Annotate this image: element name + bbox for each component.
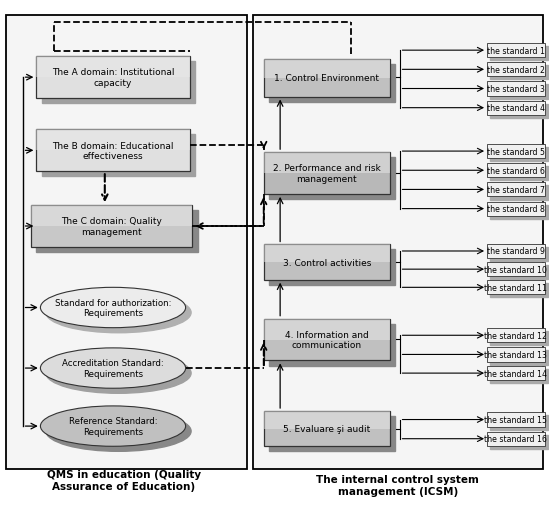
FancyBboxPatch shape bbox=[264, 319, 390, 361]
Text: 1. Control Environment: 1. Control Environment bbox=[274, 74, 379, 83]
FancyBboxPatch shape bbox=[490, 105, 548, 119]
FancyBboxPatch shape bbox=[6, 16, 248, 469]
FancyBboxPatch shape bbox=[264, 245, 390, 263]
Text: the standard 3: the standard 3 bbox=[487, 85, 544, 94]
FancyBboxPatch shape bbox=[269, 158, 395, 199]
Text: Standard for authorization:
Requirements: Standard for authorization: Requirements bbox=[55, 298, 171, 318]
FancyBboxPatch shape bbox=[487, 413, 544, 427]
Text: the standard 9: the standard 9 bbox=[487, 247, 544, 256]
FancyBboxPatch shape bbox=[264, 245, 390, 280]
Ellipse shape bbox=[41, 348, 185, 388]
FancyBboxPatch shape bbox=[490, 350, 548, 365]
FancyBboxPatch shape bbox=[264, 60, 390, 97]
FancyBboxPatch shape bbox=[490, 266, 548, 280]
Ellipse shape bbox=[41, 288, 185, 328]
FancyBboxPatch shape bbox=[490, 167, 548, 181]
FancyBboxPatch shape bbox=[42, 62, 195, 104]
FancyBboxPatch shape bbox=[490, 47, 548, 61]
FancyBboxPatch shape bbox=[490, 186, 548, 200]
FancyBboxPatch shape bbox=[264, 60, 390, 78]
Text: Accreditation Standard:
Requirements: Accreditation Standard: Requirements bbox=[62, 359, 164, 378]
Text: The A domain: Institutional
capacity: The A domain: Institutional capacity bbox=[52, 68, 174, 88]
Ellipse shape bbox=[46, 411, 191, 451]
FancyBboxPatch shape bbox=[269, 250, 395, 285]
Text: the standard 6: the standard 6 bbox=[487, 167, 544, 175]
FancyBboxPatch shape bbox=[269, 65, 395, 103]
FancyBboxPatch shape bbox=[269, 324, 395, 366]
FancyBboxPatch shape bbox=[487, 329, 544, 343]
Text: the standard 13: the standard 13 bbox=[485, 350, 547, 359]
FancyBboxPatch shape bbox=[490, 66, 548, 80]
FancyBboxPatch shape bbox=[31, 206, 193, 247]
FancyBboxPatch shape bbox=[487, 82, 544, 96]
Text: the standard 7: the standard 7 bbox=[487, 185, 544, 194]
FancyBboxPatch shape bbox=[264, 411, 390, 429]
Text: QMS in education (Quality
Assurance of Education): QMS in education (Quality Assurance of E… bbox=[47, 469, 201, 491]
FancyBboxPatch shape bbox=[487, 63, 544, 77]
FancyBboxPatch shape bbox=[490, 435, 548, 449]
Text: the standard 4: the standard 4 bbox=[487, 104, 545, 113]
Text: The B domain: Educational
effectiveness: The B domain: Educational effectiveness bbox=[52, 141, 174, 161]
FancyBboxPatch shape bbox=[487, 102, 544, 116]
FancyBboxPatch shape bbox=[253, 16, 543, 469]
FancyBboxPatch shape bbox=[269, 416, 395, 451]
Ellipse shape bbox=[46, 353, 191, 393]
Text: the standard 14: the standard 14 bbox=[485, 369, 547, 378]
FancyBboxPatch shape bbox=[264, 411, 390, 446]
FancyBboxPatch shape bbox=[487, 281, 544, 295]
FancyBboxPatch shape bbox=[36, 57, 190, 99]
FancyBboxPatch shape bbox=[490, 205, 548, 219]
FancyBboxPatch shape bbox=[36, 57, 190, 78]
FancyBboxPatch shape bbox=[487, 366, 544, 380]
FancyBboxPatch shape bbox=[36, 130, 190, 151]
Text: The internal control system
management (ICSM): The internal control system management (… bbox=[316, 474, 480, 496]
FancyBboxPatch shape bbox=[487, 263, 544, 277]
Text: the standard 2: the standard 2 bbox=[487, 66, 544, 75]
FancyBboxPatch shape bbox=[490, 284, 548, 298]
FancyBboxPatch shape bbox=[490, 85, 548, 99]
Text: the standard 16: the standard 16 bbox=[485, 434, 547, 443]
FancyBboxPatch shape bbox=[31, 206, 193, 227]
Text: The C domain: Quality
management: The C domain: Quality management bbox=[61, 217, 162, 236]
Text: the standard 5: the standard 5 bbox=[487, 147, 544, 156]
Ellipse shape bbox=[46, 293, 191, 333]
Ellipse shape bbox=[41, 406, 185, 446]
Text: the standard 10: the standard 10 bbox=[485, 265, 547, 274]
FancyBboxPatch shape bbox=[487, 183, 544, 197]
Text: 2. Performance and risk
management: 2. Performance and risk management bbox=[273, 164, 381, 183]
FancyBboxPatch shape bbox=[264, 319, 390, 340]
FancyBboxPatch shape bbox=[487, 347, 544, 362]
Text: the standard 8: the standard 8 bbox=[487, 205, 544, 214]
FancyBboxPatch shape bbox=[487, 164, 544, 178]
FancyBboxPatch shape bbox=[490, 332, 548, 345]
FancyBboxPatch shape bbox=[487, 145, 544, 159]
FancyBboxPatch shape bbox=[490, 247, 548, 262]
FancyBboxPatch shape bbox=[487, 244, 544, 259]
FancyBboxPatch shape bbox=[490, 148, 548, 162]
Text: 4. Information and
communication: 4. Information and communication bbox=[285, 330, 369, 349]
Text: the standard 15: the standard 15 bbox=[485, 415, 547, 424]
FancyBboxPatch shape bbox=[264, 153, 390, 174]
Text: 5. Evaluare şi audit: 5. Evaluare şi audit bbox=[283, 424, 370, 433]
Text: the standard 12: the standard 12 bbox=[485, 331, 547, 340]
FancyBboxPatch shape bbox=[487, 44, 544, 58]
FancyBboxPatch shape bbox=[36, 211, 198, 252]
FancyBboxPatch shape bbox=[36, 130, 190, 172]
Text: Reference Standard:
Requirements: Reference Standard: Requirements bbox=[69, 417, 157, 436]
FancyBboxPatch shape bbox=[487, 202, 544, 216]
FancyBboxPatch shape bbox=[490, 416, 548, 430]
Text: the standard 11: the standard 11 bbox=[485, 283, 547, 292]
FancyBboxPatch shape bbox=[487, 432, 544, 446]
Text: the standard 1: the standard 1 bbox=[487, 46, 545, 56]
FancyBboxPatch shape bbox=[42, 135, 195, 177]
FancyBboxPatch shape bbox=[490, 369, 548, 383]
Text: 3. Control activities: 3. Control activities bbox=[282, 258, 371, 267]
FancyBboxPatch shape bbox=[264, 153, 390, 194]
